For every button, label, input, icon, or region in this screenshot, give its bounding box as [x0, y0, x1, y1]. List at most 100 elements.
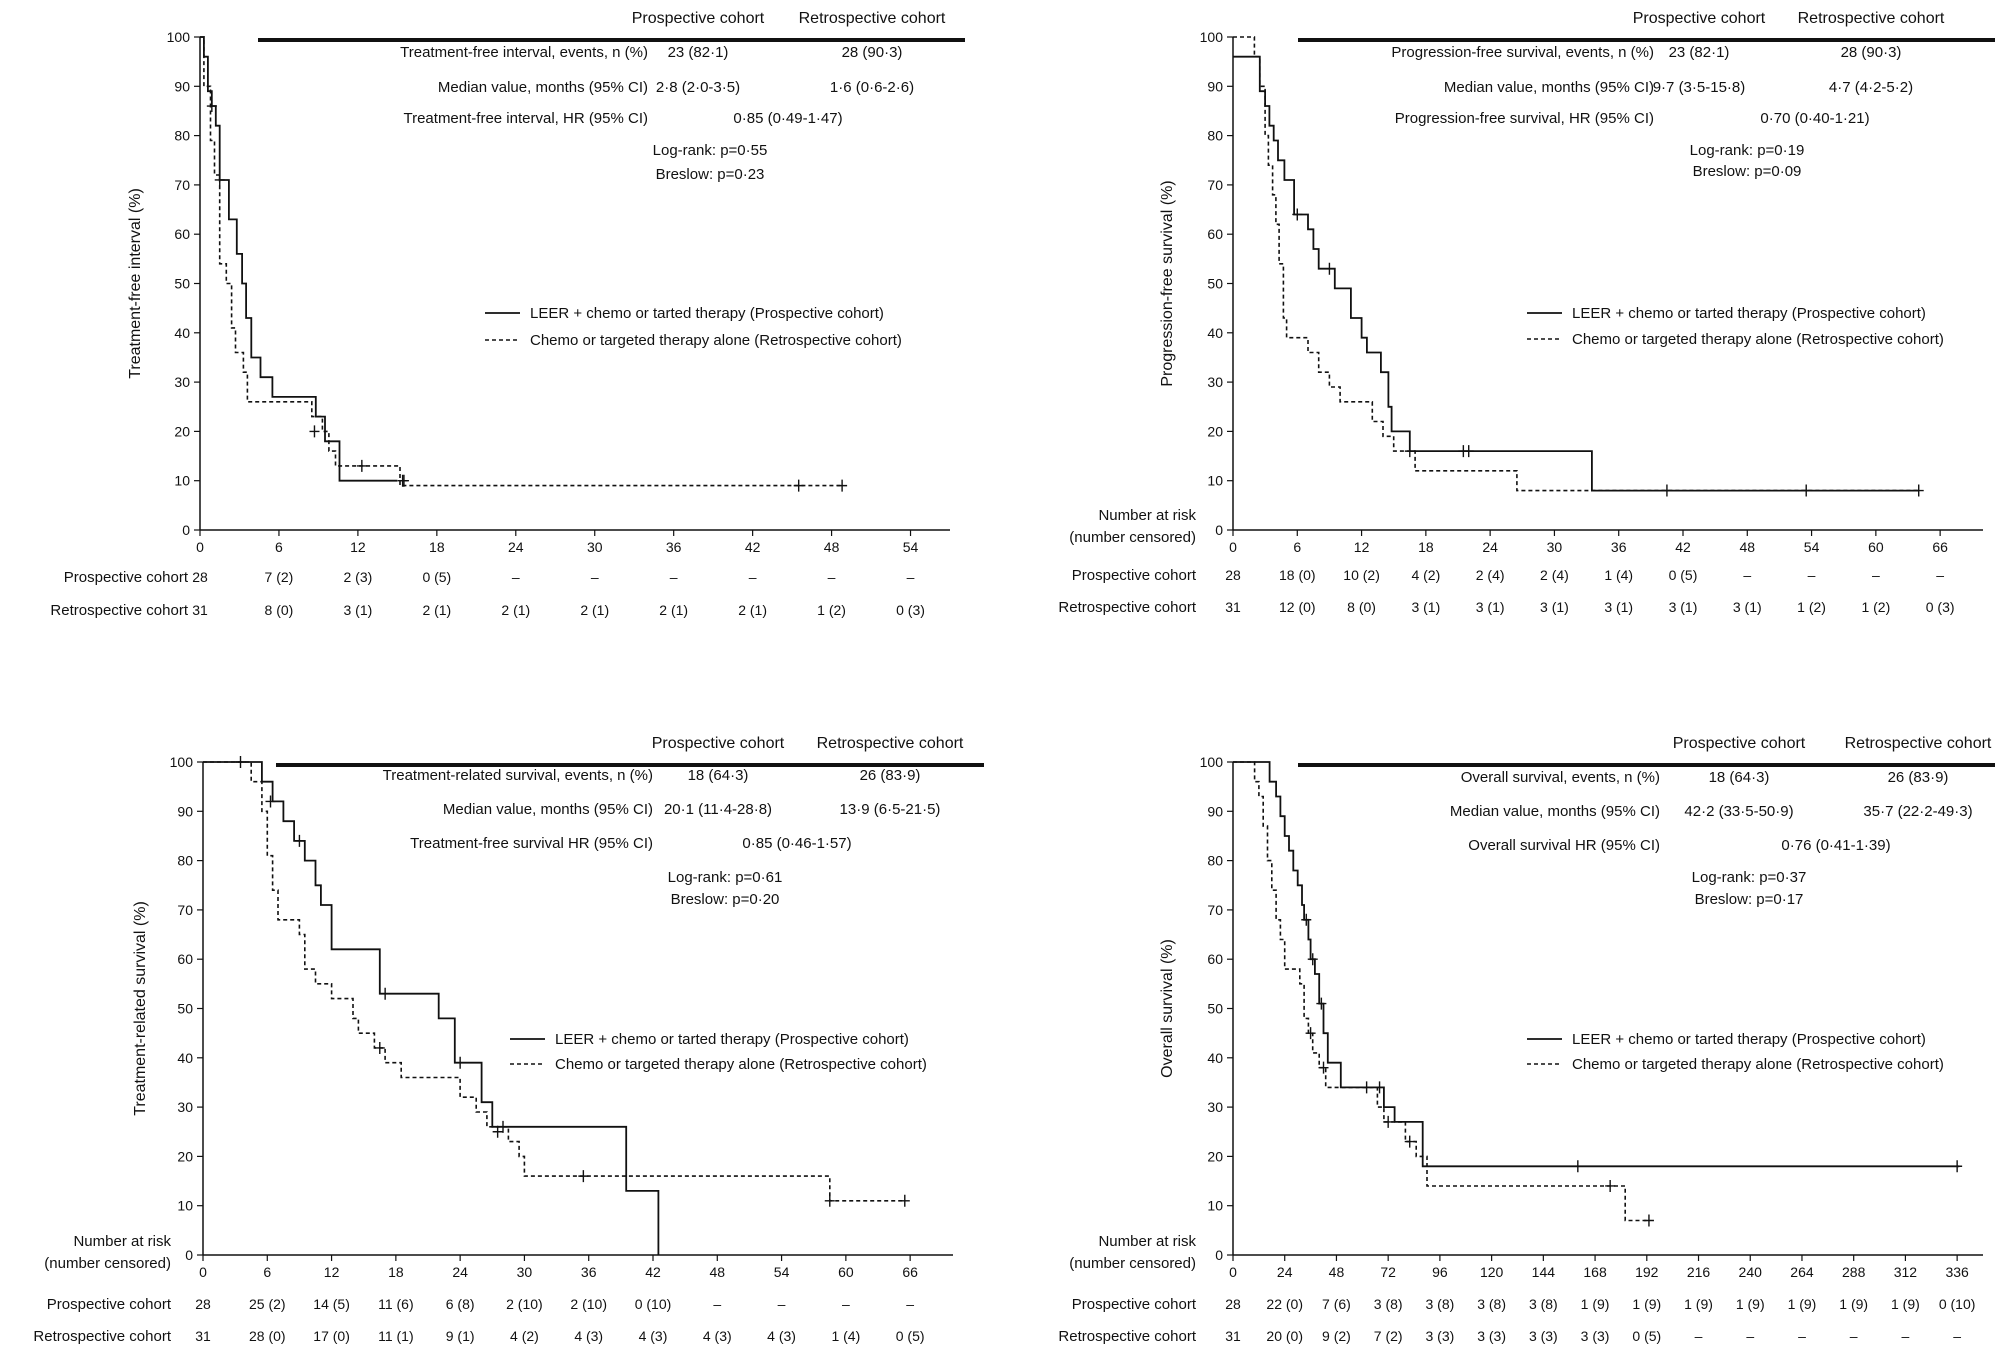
risk-value-retrospective: –	[1746, 1328, 1754, 1344]
x-tick-label: 336	[1945, 1264, 1969, 1280]
risk-value-prospective: 3 (8)	[1374, 1296, 1403, 1312]
x-tick-label: 6	[263, 1264, 271, 1280]
censor-mark	[398, 474, 409, 487]
legend-prospective: LEER + chemo or tarted therapy (Prospect…	[1572, 1031, 1926, 1048]
risk-value-prospective: 1 (9)	[1891, 1296, 1920, 1312]
risk-value-prospective: –	[1808, 567, 1816, 583]
stat-value-prospective: 18 (64·3)	[1709, 769, 1770, 786]
y-axis-label: Treatment-related survival (%)	[132, 901, 149, 1116]
risk-value-prospective: 2 (4)	[1540, 567, 1569, 583]
risk-row-label-retrospective: Retrospective cohort	[1058, 599, 1196, 616]
risk-value-retrospective: 12 (0)	[1279, 599, 1316, 615]
stat-value-prospective: 2·8 (2·0-3·5)	[656, 79, 740, 96]
censor-mark	[899, 1194, 910, 1207]
risk-value-retrospective: 2 (1)	[580, 602, 609, 618]
stat-value-retrospective: 28 (90·3)	[1841, 44, 1902, 61]
stat-value-prospective: 9·7 (3·5-15·8)	[1653, 79, 1746, 96]
risk-value-retrospective: 3 (1)	[1669, 599, 1698, 615]
x-tick-label: 192	[1635, 1264, 1659, 1280]
km-panel-4: 0 10 20 30 40 50 60 70 80 90 100 0 24 48 72 96 120 144 168…	[1058, 735, 1995, 1345]
stat-value-retrospective: 13·9 (6·5-21·5)	[840, 801, 941, 818]
risk-value-retrospective: 31	[195, 1328, 211, 1344]
stat-value-retrospective: 35·7 (22·2-49·3)	[1863, 803, 1972, 820]
risk-value-prospective: 2 (10)	[570, 1296, 607, 1312]
risk-title: Number at risk	[73, 1233, 171, 1250]
y-tick-label: 40	[1207, 325, 1223, 341]
stat-value-prospective: 42·2 (33·5-50·9)	[1684, 803, 1793, 820]
risk-value-prospective: 7 (6)	[1322, 1296, 1351, 1312]
risk-value-retrospective: 1 (2)	[1861, 599, 1890, 615]
x-tick-label: 48	[1739, 539, 1755, 555]
stat-value-prospective: 18 (64·3)	[688, 767, 749, 784]
p-value: Breslow: p=0·17	[1695, 891, 1804, 908]
stat-row-label: Overall survival, events, n (%)	[1461, 769, 1660, 786]
risk-value-retrospective: –	[1850, 1328, 1858, 1344]
y-axis-label: Overall survival (%)	[1159, 939, 1176, 1078]
risk-value-retrospective: 2 (1)	[659, 602, 688, 618]
p-value: Log-rank: p=0·61	[668, 869, 783, 886]
risk-value-prospective: 0 (10)	[635, 1296, 672, 1312]
risk-title: Number at risk	[1098, 1233, 1196, 1250]
p-value: Log-rank: p=0·19	[1690, 142, 1805, 159]
x-tick-label: 144	[1532, 1264, 1556, 1280]
p-value: Log-rank: p=0·37	[1692, 869, 1807, 886]
risk-value-retrospective: 4 (3)	[639, 1328, 668, 1344]
risk-value-retrospective: 17 (0)	[313, 1328, 350, 1344]
risk-value-prospective: 3 (8)	[1529, 1296, 1558, 1312]
risk-value-prospective: 1 (9)	[1684, 1296, 1713, 1312]
risk-row-label-prospective: Prospective cohort	[1072, 567, 1197, 584]
risk-value-prospective: 4 (2)	[1411, 567, 1440, 583]
p-value: Breslow: p=0·23	[656, 166, 765, 183]
risk-value-retrospective: 8 (0)	[265, 602, 294, 618]
stat-value-prospective: 23 (82·1)	[668, 44, 729, 61]
censor-mark	[793, 479, 804, 492]
x-tick-label: 54	[774, 1264, 790, 1280]
legend-prospective: LEER + chemo or tarted therapy (Prospect…	[530, 305, 884, 322]
x-tick-label: 240	[1739, 1264, 1763, 1280]
legend-prospective: LEER + chemo or tarted therapy (Prospect…	[1572, 305, 1926, 322]
censor-mark	[1292, 208, 1303, 221]
y-tick-label: 20	[174, 423, 190, 439]
risk-value-prospective: 25 (2)	[249, 1296, 286, 1312]
p-value: Log-rank: p=0·55	[653, 142, 768, 159]
censor-mark	[455, 1056, 466, 1069]
risk-value-prospective: 3 (8)	[1425, 1296, 1454, 1312]
x-tick-label: 60	[838, 1264, 854, 1280]
risk-value-prospective: 11 (6)	[378, 1296, 414, 1312]
x-tick-label: 18	[388, 1264, 404, 1280]
censor-mark	[578, 1170, 589, 1183]
risk-value-retrospective: 2 (1)	[422, 602, 451, 618]
risk-value-prospective: 7 (2)	[265, 569, 294, 585]
x-tick-label: 288	[1842, 1264, 1866, 1280]
risk-value-prospective: 6 (8)	[446, 1296, 475, 1312]
y-tick-label: 80	[174, 128, 190, 144]
prospective-curve	[1233, 55, 1919, 492]
risk-value-retrospective: –	[1902, 1328, 1910, 1344]
y-tick-label: 10	[1207, 1198, 1223, 1214]
y-tick-label: 40	[1207, 1050, 1223, 1066]
risk-value-prospective: 14 (5)	[313, 1296, 350, 1312]
y-tick-label: 10	[177, 1198, 193, 1214]
y-tick-label: 0	[1215, 522, 1223, 538]
censor-mark	[1305, 1027, 1316, 1040]
x-tick-label: 12	[324, 1264, 340, 1280]
risk-value-prospective: –	[906, 1296, 914, 1312]
risk-value-prospective: –	[1743, 567, 1751, 583]
x-tick-label: 30	[517, 1264, 533, 1280]
legend-retrospective: Chemo or targeted therapy alone (Retrosp…	[555, 1056, 927, 1073]
risk-value-retrospective: 3 (3)	[1529, 1328, 1558, 1344]
risk-value-retrospective: 20 (0)	[1266, 1328, 1303, 1344]
risk-subtitle: (number censored)	[1069, 529, 1196, 546]
risk-value-prospective: 1 (9)	[1581, 1296, 1610, 1312]
censor-mark	[265, 795, 276, 808]
censor-mark	[374, 1041, 385, 1054]
y-tick-label: 30	[1207, 1099, 1223, 1115]
x-tick-label: 48	[1329, 1264, 1345, 1280]
censor-mark	[206, 100, 217, 113]
censor-mark	[309, 425, 320, 438]
risk-value-prospective: 22 (0)	[1266, 1296, 1303, 1312]
y-tick-label: 50	[1207, 1001, 1223, 1017]
y-tick-label: 20	[177, 1148, 193, 1164]
x-tick-label: 24	[452, 1264, 468, 1280]
stat-row-label: Median value, months (95% CI)	[1444, 79, 1654, 96]
